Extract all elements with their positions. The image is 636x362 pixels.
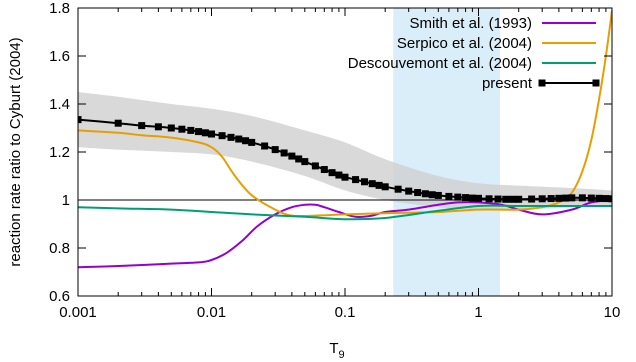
- y-tick-label: 1.8: [49, 0, 70, 17]
- legend-item-0: Smith et al. (1993): [409, 15, 596, 32]
- data-point-40: [468, 194, 476, 202]
- data-point-50: [555, 194, 563, 202]
- series-line-0: [78, 199, 612, 269]
- data-point-41: [475, 194, 482, 202]
- y-tick-label: 1.2: [49, 144, 70, 161]
- x-tick-label: 0.1: [335, 304, 356, 321]
- x-axis-label: T9: [329, 340, 344, 361]
- data-point-20: [301, 158, 309, 166]
- data-point-49: [547, 195, 555, 203]
- legend-label: Serpico et al. (2004): [397, 35, 532, 52]
- data-point-28: [368, 180, 376, 188]
- data-point-8: [201, 129, 209, 137]
- data-point-55: [595, 194, 603, 202]
- x-tick-label: 0.001: [59, 304, 97, 321]
- legend-label: present: [482, 75, 533, 92]
- y-tick-label: 1: [62, 192, 70, 209]
- data-point-23: [328, 169, 336, 177]
- x-tick-label: 10: [604, 304, 621, 321]
- data-point-56: [602, 195, 610, 203]
- data-point-13: [242, 137, 250, 145]
- y-tick-label: 0.6: [49, 288, 70, 305]
- data-point-19: [295, 155, 303, 163]
- data-point-39: [462, 194, 470, 202]
- x-tick-label: 1: [474, 304, 482, 321]
- data-point-5: [178, 125, 186, 133]
- legend-label: Smith et al. (1993): [409, 15, 532, 32]
- data-point-30: [381, 183, 389, 191]
- data-point-35: [428, 191, 436, 199]
- uncertainty-band: [78, 92, 612, 210]
- data-point-22: [320, 166, 328, 174]
- data-point-17: [280, 149, 288, 157]
- legend-marker: [592, 79, 600, 87]
- y-tick-label: 1.6: [49, 48, 70, 65]
- data-point-32: [405, 187, 413, 195]
- data-point-54: [587, 194, 595, 202]
- data-point-57: [608, 195, 612, 203]
- data-point-16: [271, 146, 279, 154]
- x-tick-label: 0.01: [197, 304, 226, 321]
- data-point-14: [248, 138, 256, 146]
- data-point-11: [227, 133, 235, 141]
- data-point-33: [414, 189, 422, 197]
- data-point-47: [528, 195, 536, 203]
- data-point-9: [208, 130, 215, 138]
- y-tick-label: 0.8: [49, 240, 70, 257]
- data-point-25: [341, 173, 349, 181]
- data-point-3: [154, 123, 162, 131]
- data-point-4: [167, 124, 175, 132]
- data-point-21: [311, 162, 319, 170]
- data-point-29: [375, 181, 383, 189]
- legend-item-1: Serpico et al. (2004): [397, 35, 596, 52]
- data-point-26: [352, 176, 360, 184]
- data-point-18: [288, 152, 296, 160]
- highlight-region: [393, 8, 501, 296]
- data-point-45: [509, 195, 517, 203]
- data-point-38: [454, 193, 462, 201]
- data-point-36: [434, 191, 442, 199]
- legend-marker: [538, 79, 546, 87]
- series-line-2: [78, 204, 612, 221]
- legend-item-3: present: [482, 75, 600, 92]
- legend-item-2: Descouvemont et al. (2004): [348, 55, 596, 72]
- data-point-12: [235, 135, 243, 143]
- data-point-34: [421, 190, 429, 198]
- data-point-37: [445, 192, 453, 200]
- series-line-1: [78, 10, 612, 218]
- data-point-31: [394, 185, 402, 193]
- legend-label: Descouvemont et al. (2004): [348, 55, 532, 72]
- data-point-24: [335, 171, 343, 179]
- data-point-53: [578, 194, 586, 202]
- data-point-51: [562, 194, 570, 202]
- data-point-52: [568, 194, 576, 202]
- data-point-1: [114, 119, 122, 127]
- data-point-46: [515, 195, 523, 203]
- data-point-10: [218, 132, 226, 140]
- data-point-2: [138, 122, 146, 130]
- data-point-15: [261, 142, 269, 150]
- data-point-27: [361, 178, 369, 186]
- data-point-6: [187, 126, 195, 134]
- data-point-48: [538, 195, 546, 203]
- data-point-44: [502, 195, 510, 203]
- data-point-7: [195, 128, 203, 136]
- data-point-0: [78, 116, 82, 124]
- data-point-43: [494, 195, 502, 203]
- data-point-42: [485, 195, 493, 203]
- y-tick-label: 1.4: [49, 96, 70, 113]
- y-axis-label: reaction rate ratio to Cyburt (2004): [7, 37, 24, 266]
